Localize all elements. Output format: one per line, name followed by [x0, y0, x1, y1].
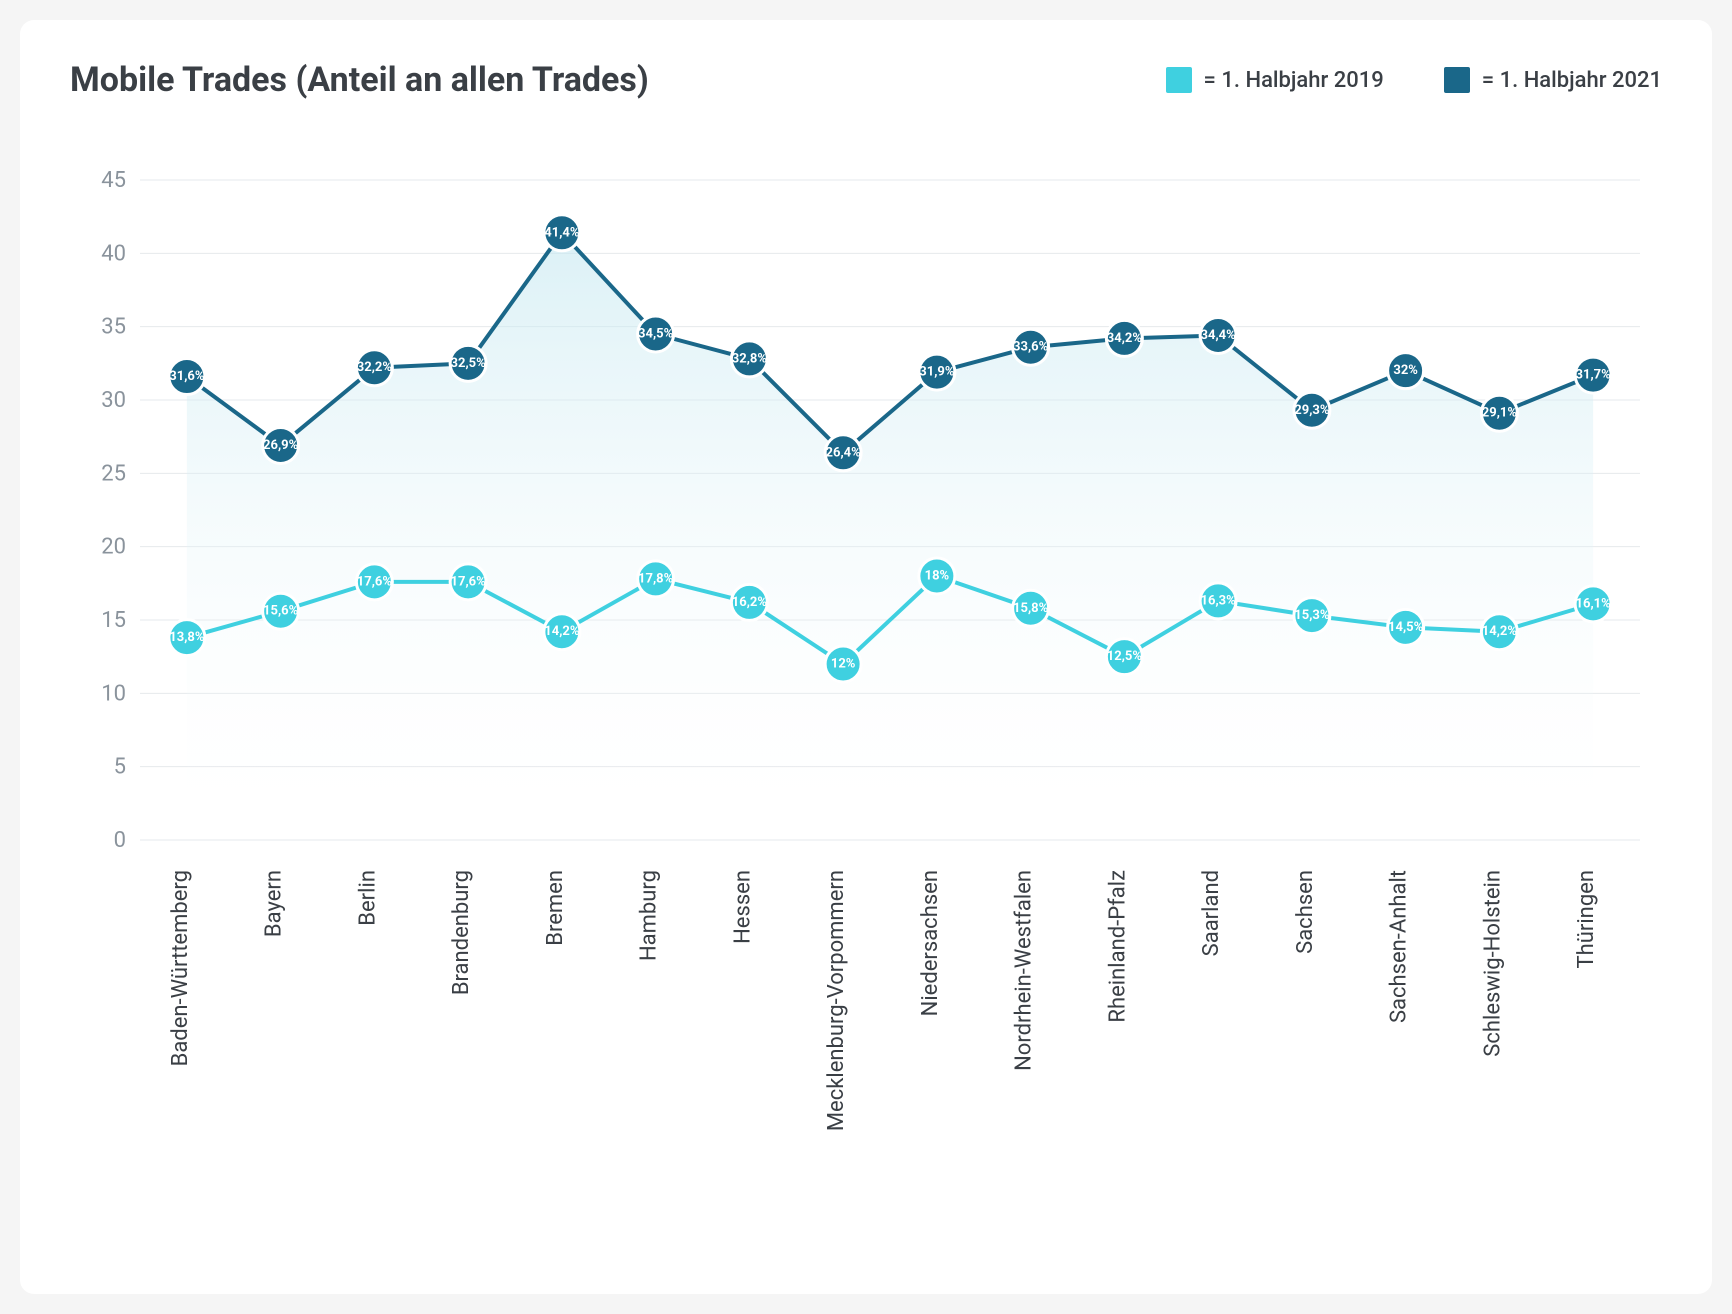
svg-text:Hessen: Hessen — [730, 870, 755, 944]
svg-text:12,5%: 12,5% — [1107, 649, 1143, 664]
legend-item-2019: = 1. Halbjahr 2019 — [1166, 67, 1384, 93]
svg-text:13,8%: 13,8% — [169, 630, 205, 645]
svg-text:32%: 32% — [1393, 363, 1418, 378]
chart-card: Mobile Trades (Anteil an allen Trades) =… — [20, 20, 1712, 1294]
line-chart-svg: 0 5 10 15 20 25 30 35 40 45 Baden-Württemberg Bayer… — [70, 160, 1660, 1240]
svg-text:Nordrhein-Westfalen: Nordrhein-Westfalen — [1012, 870, 1037, 1071]
legend-item-2021: = 1. Halbjahr 2021 — [1444, 67, 1662, 93]
svg-text:29,1%: 29,1% — [1482, 406, 1518, 421]
chart-header: Mobile Trades (Anteil an allen Trades) =… — [70, 60, 1662, 100]
svg-text:Brandenburg: Brandenburg — [449, 870, 474, 995]
svg-text:41,4%: 41,4% — [544, 225, 580, 240]
svg-text:Bremen: Bremen — [543, 870, 568, 946]
svg-text:Berlin: Berlin — [355, 870, 380, 926]
svg-text:14,2%: 14,2% — [1482, 624, 1518, 639]
legend-label: = 1. Halbjahr 2019 — [1204, 68, 1384, 93]
svg-text:26,4%: 26,4% — [826, 445, 862, 460]
svg-text:30: 30 — [101, 388, 126, 413]
svg-text:34,2%: 34,2% — [1107, 331, 1143, 346]
svg-text:14,2%: 14,2% — [544, 624, 580, 639]
svg-text:32,8%: 32,8% — [732, 351, 768, 366]
legend-swatch — [1166, 67, 1192, 93]
svg-text:Thüringen: Thüringen — [1574, 870, 1599, 969]
svg-text:18%: 18% — [925, 569, 950, 584]
chart-plot: 0 5 10 15 20 25 30 35 40 45 Baden-Württemberg Bayer… — [70, 160, 1662, 1240]
svg-text:Saarland: Saarland — [1199, 870, 1224, 956]
svg-text:35: 35 — [101, 315, 126, 340]
svg-text:32,5%: 32,5% — [451, 356, 487, 371]
svg-text:12%: 12% — [831, 657, 856, 672]
svg-text:Bayern: Bayern — [262, 870, 287, 937]
svg-text:14,5%: 14,5% — [1388, 620, 1424, 635]
svg-text:16,2%: 16,2% — [732, 595, 768, 610]
svg-text:34,5%: 34,5% — [638, 327, 674, 342]
svg-text:45: 45 — [101, 168, 126, 193]
legend-label: = 1. Halbjahr 2021 — [1482, 68, 1662, 93]
svg-text:25: 25 — [101, 461, 126, 486]
svg-text:33,6%: 33,6% — [1013, 340, 1049, 355]
legend-swatch — [1444, 67, 1470, 93]
svg-text:31,6%: 31,6% — [169, 369, 205, 384]
svg-text:40: 40 — [101, 241, 126, 266]
svg-text:Sachsen-Anhalt: Sachsen-Anhalt — [1387, 870, 1412, 1023]
svg-text:32,2%: 32,2% — [357, 360, 393, 375]
svg-text:20: 20 — [101, 535, 126, 560]
svg-text:10: 10 — [101, 681, 126, 706]
svg-text:17,6%: 17,6% — [357, 574, 393, 589]
svg-text:5: 5 — [114, 755, 126, 780]
svg-text:29,3%: 29,3% — [1294, 403, 1330, 418]
svg-text:Mecklenburg-Vorpommern: Mecklenburg-Vorpommern — [824, 870, 849, 1131]
svg-text:16,1%: 16,1% — [1576, 596, 1612, 611]
svg-text:31,7%: 31,7% — [1576, 368, 1612, 383]
svg-text:17,8%: 17,8% — [638, 571, 674, 586]
chart-title: Mobile Trades (Anteil an allen Trades) — [70, 60, 649, 100]
svg-text:Baden-Württemberg: Baden-Württemberg — [168, 870, 193, 1066]
svg-text:15,8%: 15,8% — [1013, 601, 1049, 616]
svg-text:15,6%: 15,6% — [263, 604, 299, 619]
svg-text:17,6%: 17,6% — [451, 574, 487, 589]
svg-text:Hamburg: Hamburg — [637, 870, 662, 961]
svg-text:26,9%: 26,9% — [263, 438, 299, 453]
svg-text:Rheinland-Pfalz: Rheinland-Pfalz — [1105, 870, 1130, 1023]
svg-text:34,4%: 34,4% — [1201, 328, 1237, 343]
svg-text:Sachsen: Sachsen — [1293, 870, 1318, 954]
svg-text:15,3%: 15,3% — [1294, 608, 1330, 623]
svg-text:0: 0 — [114, 828, 126, 853]
svg-text:15: 15 — [101, 608, 126, 633]
svg-text:16,3%: 16,3% — [1201, 593, 1237, 608]
svg-text:Schleswig-Holstein: Schleswig-Holstein — [1480, 870, 1505, 1057]
svg-text:31,9%: 31,9% — [919, 365, 955, 380]
chart-legend: = 1. Halbjahr 2019 = 1. Halbjahr 2021 — [1166, 67, 1662, 93]
svg-text:Niedersachsen: Niedersachsen — [918, 870, 943, 1016]
